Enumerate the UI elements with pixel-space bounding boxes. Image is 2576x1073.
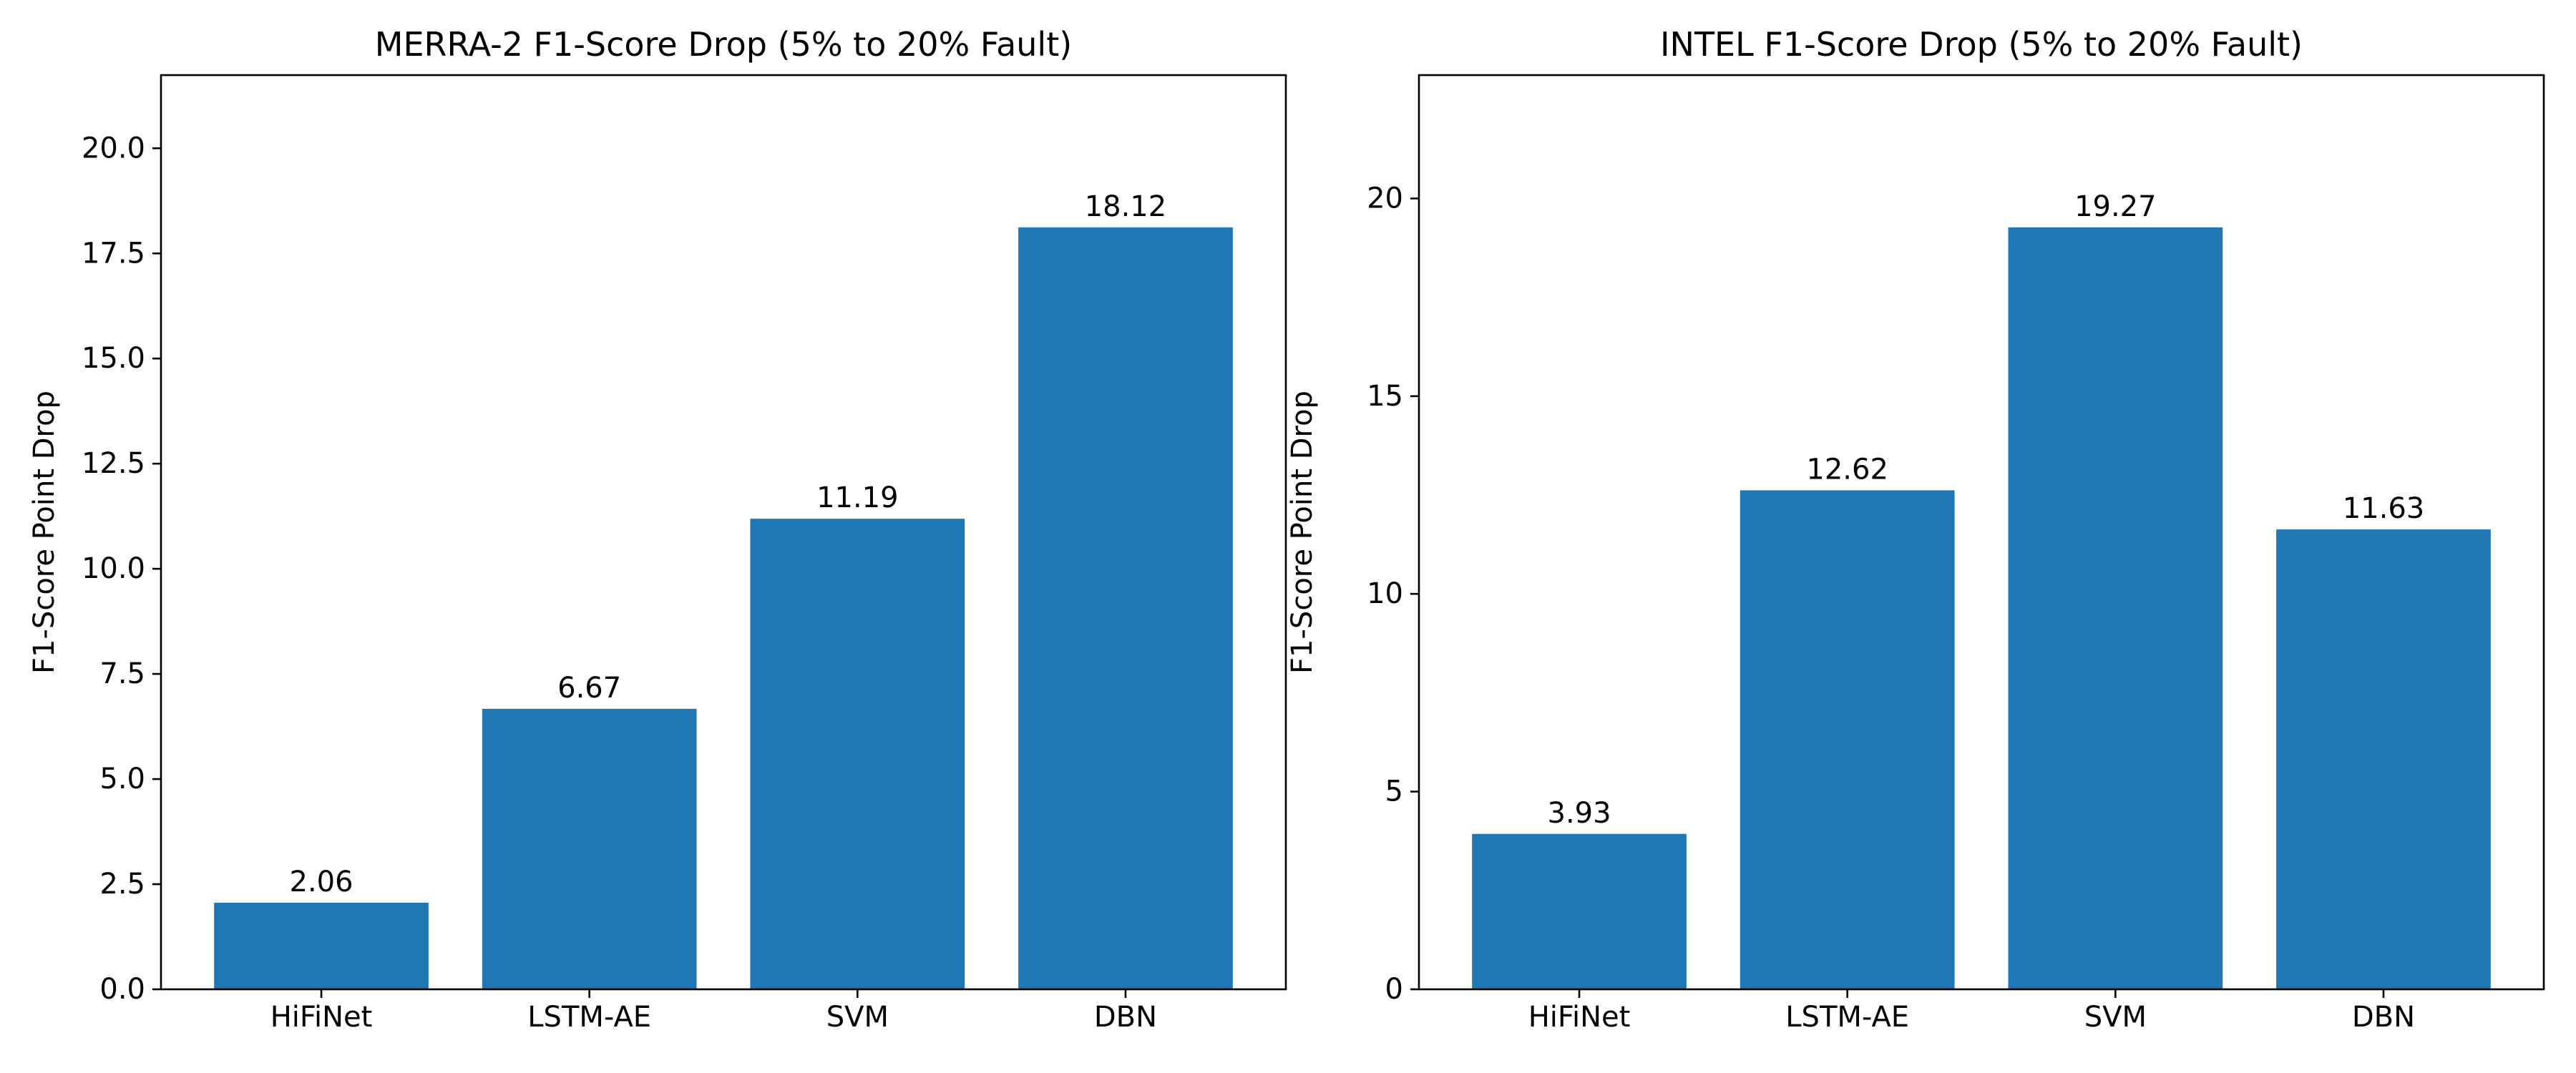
y-tick-label: 20.0 — [82, 132, 145, 165]
y-tick-label: 17.5 — [82, 237, 145, 270]
bar-lstm-ae — [1740, 490, 1955, 989]
data-label: 11.63 — [2343, 492, 2425, 525]
y-tick-label: 15 — [1367, 380, 1403, 413]
x-tick-label: LSTM-AE — [527, 1001, 651, 1034]
bar-svm — [750, 519, 965, 989]
data-label: 11.19 — [816, 481, 899, 514]
x-tick-label: HiFiNet — [1528, 1001, 1631, 1034]
y-tick-label: 0 — [1385, 973, 1403, 1006]
x-tick-label: HiFiNet — [270, 1001, 373, 1034]
data-label: 3.93 — [1548, 797, 1611, 830]
data-label: 19.27 — [2074, 190, 2157, 223]
y-axis-label: F1-Score Point Drop — [28, 391, 61, 674]
axes-frame — [1418, 74, 2545, 991]
y-tick-label: 5 — [1385, 775, 1403, 808]
bar-lstm-ae — [482, 708, 697, 989]
bar-hifinet — [1472, 833, 1687, 989]
data-label: 12.62 — [1806, 453, 1888, 486]
y-tick-label: 10 — [1367, 577, 1403, 610]
y-tick-label: 2.5 — [99, 868, 145, 901]
y-tick-label: 10.0 — [82, 552, 145, 585]
y-tick-label: 20 — [1367, 182, 1403, 215]
chart-title: MERRA-2 F1-Score Drop (5% to 20% Fault) — [375, 25, 1072, 64]
bar-dbn — [2276, 529, 2491, 989]
data-label: 2.06 — [290, 866, 353, 898]
y-tick-label: 15.0 — [82, 342, 145, 375]
y-tick-label: 0.0 — [99, 973, 145, 1006]
x-tick-label: SVM — [826, 1001, 889, 1034]
data-label: 6.67 — [557, 672, 621, 705]
y-axis-label: F1-Score Point Drop — [1286, 391, 1319, 674]
bar-svm — [2008, 227, 2223, 990]
bar-hifinet — [214, 902, 429, 989]
x-tick-label: LSTM-AE — [1785, 1001, 1909, 1034]
chart-title: INTEL F1-Score Drop (5% to 20% Fault) — [1660, 25, 2303, 64]
x-tick-label: DBN — [1094, 1001, 1157, 1034]
x-tick-label: SVM — [2084, 1001, 2147, 1034]
y-tick-label: 12.5 — [82, 447, 145, 480]
axes-frame — [160, 74, 1287, 991]
y-tick-label: 7.5 — [99, 657, 145, 690]
data-label: 18.12 — [1085, 190, 1167, 223]
y-tick-label: 5.0 — [99, 763, 145, 795]
x-tick-label: DBN — [2352, 1001, 2415, 1034]
chart-intel: 0 5 10 15 20 HiFiNet LSTM-AE SVM DBN 3.93 12.62 19.… — [1286, 25, 2545, 1034]
chart-merra2: 0.0 2.5 5.0 7.5 10.0 12.5 15.0 17.5 20.0 HiFiNet L… — [28, 25, 1287, 1034]
bar-dbn — [1018, 227, 1233, 989]
